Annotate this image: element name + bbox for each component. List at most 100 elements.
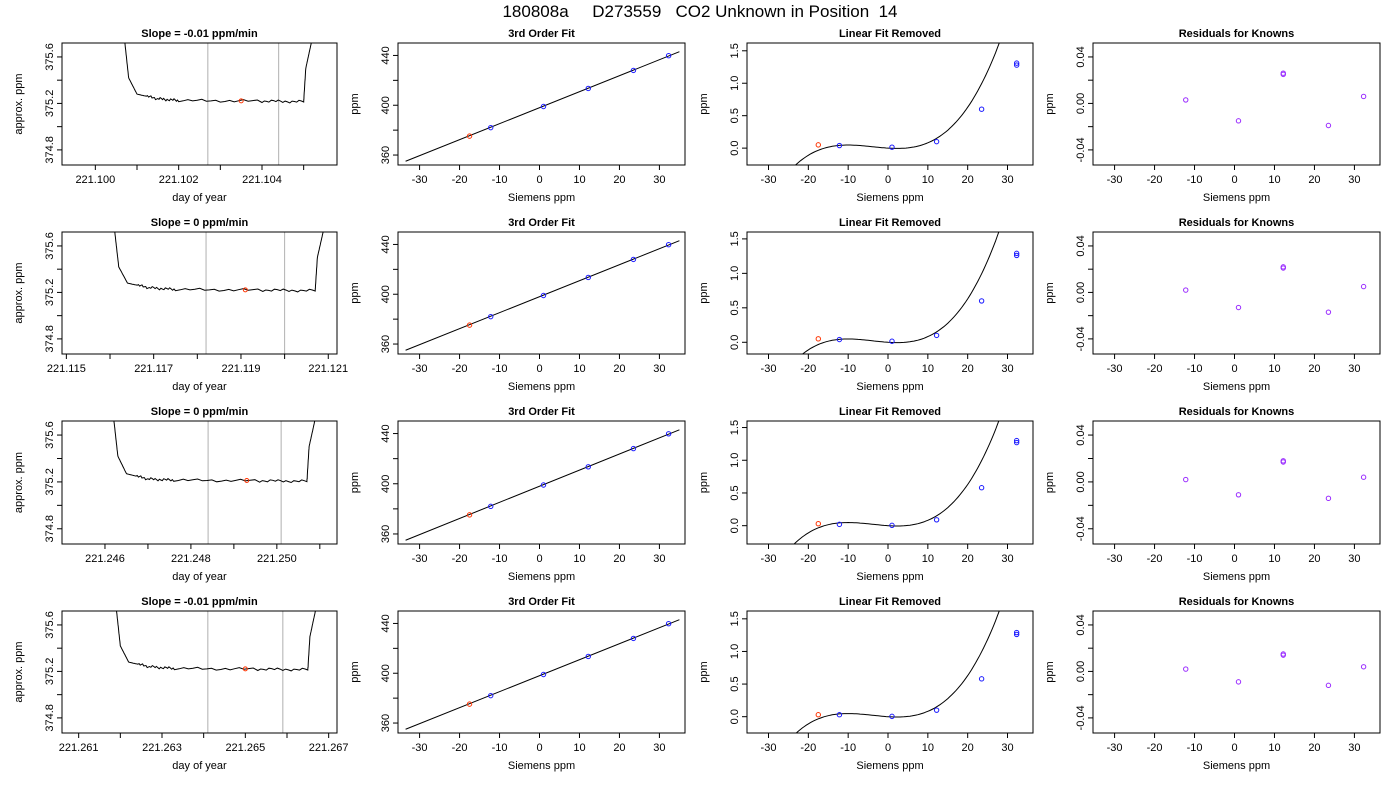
- known-point: [630, 445, 637, 452]
- x-tick-label: -10: [492, 742, 508, 754]
- x-axis-label: Siemens ppm: [508, 571, 575, 583]
- known-point: [933, 517, 940, 523]
- x-tick-label: -10: [492, 553, 508, 565]
- panel-title: Slope = -0.01 ppm/min: [141, 28, 258, 40]
- x-tick-label: -30: [761, 553, 777, 565]
- known-point: [585, 464, 591, 470]
- plot-frame: [1092, 610, 1381, 734]
- panel-r2-c3: Linear Fit Removed -30 -20 -10 0 10 20 30 0.0 0.5…: [698, 217, 1034, 393]
- x-tick-label: -20: [1147, 363, 1163, 375]
- y-tick-label: 374.8: [44, 136, 56, 164]
- panel-r2-c4: Residuals for Knowns -30 -20 -10 0 10 20 30 -0.0…: [1044, 217, 1381, 393]
- x-axis-label: Siemens ppm: [856, 192, 923, 204]
- page-title: 180808a D273559 CO2 Unknown in Position …: [502, 2, 898, 21]
- x-tick-label: 30: [653, 363, 665, 375]
- x-axis-label: Siemens ppm: [508, 381, 575, 393]
- panel-title: Linear Fit Removed: [839, 28, 941, 40]
- x-tick-label: 0: [1231, 553, 1237, 565]
- x-tick-label: 10: [573, 742, 585, 754]
- x-tick-label: -20: [452, 174, 468, 186]
- unknown-marker: [242, 287, 248, 293]
- known-point: [836, 336, 843, 343]
- x-axis-label: Siemens ppm: [508, 760, 575, 772]
- x-tick-label: 0: [536, 553, 542, 565]
- y-axis-label: ppm: [1044, 282, 1056, 303]
- known-point: [933, 707, 940, 713]
- x-tick-label: -20: [800, 553, 816, 565]
- residual-point: [1360, 474, 1367, 480]
- known-point: [585, 274, 591, 281]
- x-tick-label: 20: [1308, 553, 1320, 565]
- concentration-trace: [124, 43, 312, 104]
- y-tick-label: 374.8: [44, 515, 56, 543]
- known-point: [1013, 439, 1020, 446]
- y-tick-label: 360: [380, 146, 392, 164]
- plot-frame: [746, 42, 1034, 166]
- plot-frame: [1092, 420, 1381, 545]
- known-point: [585, 653, 591, 660]
- x-tick-label: 20: [962, 174, 974, 186]
- fit-line: [405, 619, 680, 730]
- x-tick-label: -30: [412, 553, 428, 565]
- x-tick-label: 30: [653, 742, 665, 754]
- x-tick-label: 0: [885, 742, 891, 754]
- known-point: [889, 522, 895, 529]
- x-tick-label: 30: [653, 174, 665, 186]
- x-tick-label: 10: [922, 553, 934, 565]
- y-axis-label: ppm: [349, 661, 361, 682]
- y-tick-label: 1.5: [729, 231, 741, 246]
- x-tick-label: 221.117: [134, 363, 173, 375]
- x-tick-label: 30: [1348, 363, 1360, 375]
- x-tick-label: 10: [922, 742, 934, 754]
- known-point: [665, 241, 672, 248]
- panel-title: Slope = 0 ppm/min: [151, 406, 249, 418]
- panel-title: 3rd Order Fit: [508, 596, 575, 608]
- plot-area: [116, 611, 316, 733]
- x-tick-label: -10: [840, 553, 856, 565]
- panel-r1-c3: Linear Fit Removed -30 -20 -10 0 10 20 30 0.0 0.5…: [698, 28, 1034, 204]
- y-tick-label: -0.04: [1075, 516, 1087, 541]
- known-point: [889, 338, 895, 344]
- x-tick-label: -10: [840, 174, 856, 186]
- plot-frame: [61, 420, 338, 545]
- plot-area: [124, 43, 312, 165]
- x-tick-label: -20: [1147, 553, 1163, 565]
- x-axis-label: Siemens ppm: [508, 192, 575, 204]
- x-tick-label: 0: [1231, 363, 1237, 375]
- plot-frame: [746, 231, 1034, 355]
- residual-point: [1183, 666, 1189, 672]
- residual-point: [1235, 118, 1242, 124]
- y-tick-label: 374.8: [44, 325, 56, 353]
- x-tick-label: 221.246: [85, 553, 125, 565]
- known-point: [978, 298, 985, 304]
- plot-frame: [61, 231, 338, 355]
- unknown-point: [466, 322, 473, 328]
- y-tick-label: 0.00: [1075, 93, 1087, 114]
- panel-title: Slope = 0 ppm/min: [151, 217, 249, 229]
- cubic-curve: [794, 43, 1000, 165]
- x-tick-label: 10: [573, 553, 585, 565]
- y-tick-label: -0.04: [1075, 705, 1087, 730]
- known-point: [889, 713, 895, 720]
- y-axis-label: ppm: [349, 93, 361, 114]
- y-tick-label: 375.6: [44, 43, 56, 71]
- y-tick-label: 440: [380, 46, 392, 64]
- x-axis-label: day of year: [172, 381, 227, 393]
- unknown-point: [815, 142, 822, 148]
- plot-frame: [397, 610, 686, 734]
- panel-title: Residuals for Knowns: [1179, 28, 1295, 40]
- x-axis-label: day of year: [172, 192, 227, 204]
- cubic-curve: [795, 611, 1000, 733]
- y-axis-label: ppm: [349, 282, 361, 303]
- panel-title: 3rd Order Fit: [508, 406, 575, 418]
- y-axis-label: ppm: [1044, 661, 1056, 682]
- y-tick-label: 375.2: [44, 90, 56, 118]
- known-point: [540, 292, 547, 299]
- y-tick-label: 360: [380, 525, 392, 543]
- y-tick-label: 440: [380, 235, 392, 253]
- known-point: [488, 124, 494, 131]
- y-tick-label: 400: [380, 96, 392, 114]
- y-tick-label: 375.2: [44, 468, 56, 496]
- residual-point: [1280, 264, 1286, 270]
